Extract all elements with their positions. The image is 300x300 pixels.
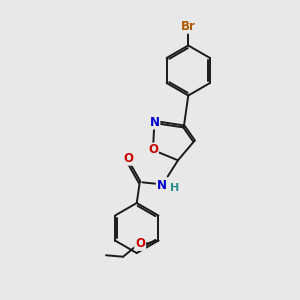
Text: N: N (149, 116, 159, 128)
Text: H: H (169, 183, 179, 193)
Text: O: O (123, 152, 133, 165)
Text: N: N (157, 179, 167, 192)
Text: O: O (148, 143, 158, 157)
Text: O: O (135, 237, 145, 250)
Text: Br: Br (181, 20, 196, 33)
